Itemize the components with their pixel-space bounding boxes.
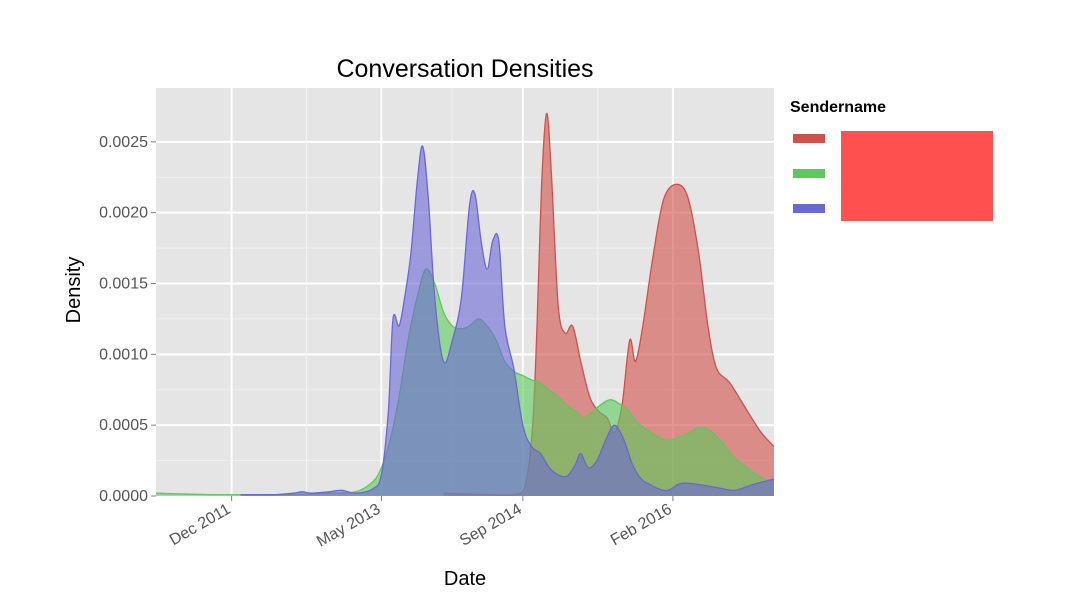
y-axis-title: Density	[63, 257, 85, 324]
x-axis-title: Date	[444, 568, 486, 590]
y-tick-label: 0.0005	[99, 417, 148, 434]
legend-title: Sendername	[790, 99, 886, 116]
x-tick-label: May 2013	[314, 501, 383, 551]
y-tick-label: 0.0015	[99, 276, 148, 293]
density-area-1	[443, 113, 774, 496]
legend: Sendername	[790, 99, 993, 221]
x-tick-label: Dec 2011	[167, 501, 234, 549]
y-tick-label: 0.0020	[99, 205, 148, 222]
legend-key-3	[793, 204, 825, 213]
legend-key-1	[793, 134, 825, 143]
legend-key-2	[793, 169, 825, 178]
y-tick-label: 0.0010	[99, 346, 148, 363]
density-line-3	[240, 145, 775, 496]
y-axis: 0.0000 0.0005 0.0010 0.0015 0.0020 0.0025	[99, 134, 156, 505]
x-tick-label: Sep 2014	[457, 501, 525, 550]
legend-redaction-box	[841, 131, 993, 221]
legend-keys	[793, 134, 825, 213]
x-axis: Dec 2011 May 2013 Sep 2014 Feb 2016	[167, 496, 675, 551]
density-areas	[155, 112, 775, 496]
y-tick-label: 0.0000	[99, 488, 148, 505]
x-tick-label: Feb 2016	[608, 501, 675, 550]
y-tick-label: 0.0025	[99, 134, 148, 151]
chart-title: Conversation Densities	[336, 55, 593, 83]
density-area-3	[240, 145, 775, 496]
